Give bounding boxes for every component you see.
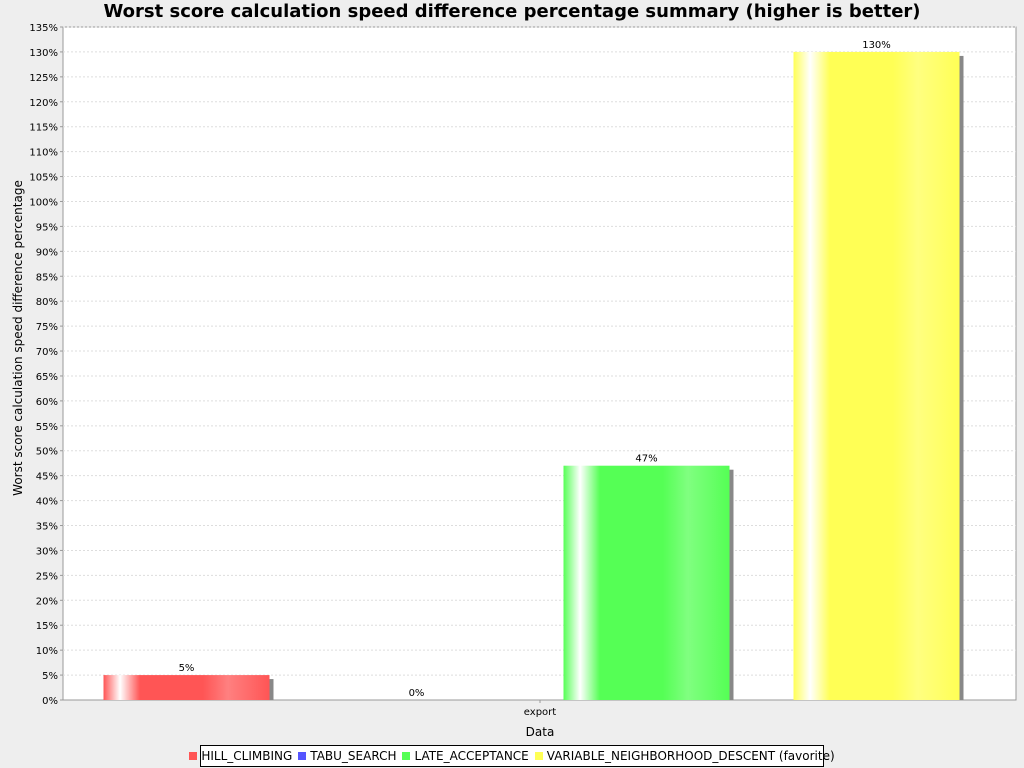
y-tick-label: 60% xyxy=(36,397,58,408)
y-tick-label: 40% xyxy=(36,497,58,508)
y-tick-label: 55% xyxy=(36,422,58,433)
legend-label: LATE_ACCEPTANCE xyxy=(414,749,529,763)
legend-item: HILL_CLIMBING xyxy=(189,749,292,763)
y-tick-label: 85% xyxy=(36,272,58,283)
legend-item: VARIABLE_NEIGHBORHOOD_DESCENT (favorite) xyxy=(534,749,835,763)
legend-label: TABU_SEARCH xyxy=(310,749,397,763)
y-tick-label: 80% xyxy=(36,297,58,308)
bar-value-label: 47% xyxy=(635,454,657,465)
y-axis-label: Worst score calculation speed difference… xyxy=(11,180,25,496)
legend-swatch xyxy=(298,752,307,760)
y-tick-label: 70% xyxy=(36,347,58,358)
bar xyxy=(103,675,270,700)
chart: 0% 5% 10% 15% 20% 25% 30% 35% 40% 45% 50% 55% 60% 65%… xyxy=(11,23,1017,739)
y-tick-label: 135% xyxy=(29,23,58,34)
y-tick-label: 120% xyxy=(29,98,58,109)
y-tick-label: 10% xyxy=(36,646,58,657)
bar xyxy=(793,51,960,701)
y-tick-label: 25% xyxy=(36,571,58,582)
legend-item: LATE_ACCEPTANCE xyxy=(402,749,529,763)
y-tick-label: 105% xyxy=(29,173,58,184)
y-tick-label: 15% xyxy=(36,621,58,632)
y-tick-label: 75% xyxy=(36,322,58,333)
legend-swatch xyxy=(189,752,198,760)
y-tick-label: 30% xyxy=(36,546,58,557)
y-tick-label: 115% xyxy=(29,123,58,134)
legend-swatch xyxy=(402,752,411,760)
y-axis-ticks: 0% 5% 10% 15% 20% 25% 30% 35% 40% 45% 50% 55% 60% 65%… xyxy=(29,23,541,707)
chart-title: Worst score calculation speed difference… xyxy=(103,1,921,22)
y-tick-label: 100% xyxy=(29,197,58,208)
bar-value-label: 130% xyxy=(862,40,891,51)
y-tick-label: 45% xyxy=(36,472,58,483)
x-axis-label: Data xyxy=(526,725,555,739)
bar xyxy=(563,465,730,700)
legend-item: TABU_SEARCH xyxy=(298,749,396,763)
y-tick-label: 65% xyxy=(36,372,58,383)
data-labels: 5% 0% 47% 130% xyxy=(179,40,891,699)
y-tick-label: 50% xyxy=(36,447,58,458)
y-tick-label: 125% xyxy=(29,73,58,84)
legend-label: HILL_CLIMBING xyxy=(201,749,293,763)
grid-lines xyxy=(63,26,1016,676)
y-tick-label: 110% xyxy=(29,148,58,159)
bar-value-label: 5% xyxy=(179,663,195,674)
y-tick-label: 130% xyxy=(29,48,58,59)
legend-swatch xyxy=(534,752,543,760)
y-tick-label: 90% xyxy=(36,247,58,258)
x-tick-label: export xyxy=(524,707,556,718)
y-tick-label: 0% xyxy=(42,696,58,707)
y-tick-label: 5% xyxy=(42,671,58,682)
y-tick-label: 35% xyxy=(36,522,58,533)
legend: HILL_CLIMBING TABU_SEARCH LATE_ACCEPTANCE V… xyxy=(189,745,835,767)
bars xyxy=(103,51,964,701)
y-tick-label: 95% xyxy=(36,222,58,233)
bar-value-label: 0% xyxy=(409,688,425,699)
y-tick-label: 20% xyxy=(36,596,58,607)
legend-label: VARIABLE_NEIGHBORHOOD_DESCENT (favorite) xyxy=(546,749,835,763)
